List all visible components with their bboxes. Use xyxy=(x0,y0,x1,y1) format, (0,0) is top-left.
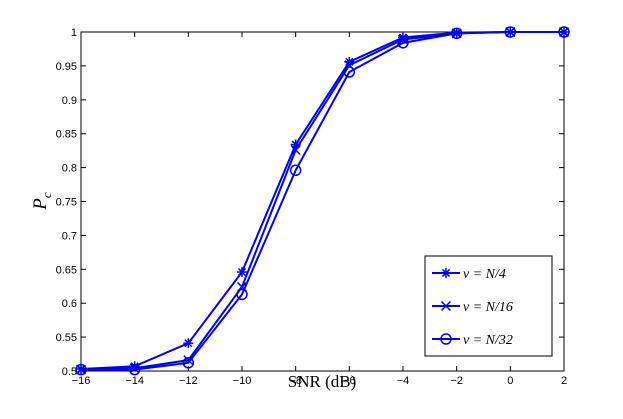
legend-marker xyxy=(440,300,452,312)
x-tick-label: −14 xyxy=(125,375,144,387)
data-point xyxy=(343,66,356,78)
y-tick-label: 0.5 xyxy=(62,366,77,378)
legend-entry: ν = N/32 xyxy=(432,333,513,348)
x-tick-label: 2 xyxy=(561,375,567,387)
y-axis-label-main: P xyxy=(30,198,51,211)
x-tick-label: −16 xyxy=(72,375,91,387)
svg-text:Pc: Pc xyxy=(30,192,54,211)
data-point xyxy=(397,37,409,49)
y-tick-label: 1 xyxy=(71,27,77,39)
data-point xyxy=(236,288,248,301)
y-tick-label: 0.6 xyxy=(62,298,77,310)
legend-marker xyxy=(441,268,451,278)
data-point xyxy=(75,363,87,376)
data-point xyxy=(504,26,517,38)
legend: ν = N/4 ν = N/16 ν = N/32 xyxy=(424,255,553,357)
x-tick-label: −10 xyxy=(233,375,252,387)
x-axis-label: SNR (dB) xyxy=(288,372,356,391)
y-axis-label-sub: c xyxy=(39,192,54,198)
series-layer xyxy=(75,26,570,376)
y-tick-label: 0.95 xyxy=(56,61,77,73)
x-tick-labels: −16 −14 −12 −10 −8 −6 −4 −2 0 2 xyxy=(72,375,567,387)
legend-label: ν = N/16 xyxy=(463,300,513,315)
y-tick-label: 0.65 xyxy=(56,264,77,276)
data-point xyxy=(128,363,141,376)
y-tick-labels: 0.5 0.55 0.6 0.65 0.7 0.75 0.8 0.85 0.9 0.95 1 xyxy=(56,27,77,378)
series-circle xyxy=(75,26,570,376)
series-line xyxy=(81,31,564,371)
x-tick-label: −6 xyxy=(343,375,356,387)
y-tick-label: 0.7 xyxy=(62,230,77,242)
data-point xyxy=(450,27,463,40)
y-tick-label: 0.55 xyxy=(56,332,77,344)
x-tick-label: 0 xyxy=(507,375,513,387)
legend-entry: ν = N/4 xyxy=(432,267,506,282)
data-point xyxy=(183,338,194,349)
data-point xyxy=(558,26,570,38)
y-tick-label: 0.8 xyxy=(62,163,77,175)
legend-entry: ν = N/16 xyxy=(432,300,513,315)
data-point xyxy=(290,144,301,156)
data-point xyxy=(289,164,302,177)
y-tick-label: 0.75 xyxy=(56,197,77,209)
legend-label: ν = N/4 xyxy=(463,267,506,282)
y-tick-label: 0.9 xyxy=(62,95,77,107)
x-tick-label: −12 xyxy=(179,375,198,387)
x-tick-label: −4 xyxy=(397,375,410,387)
legend-marker xyxy=(440,333,452,345)
x-tick-label: −8 xyxy=(289,375,302,387)
data-point xyxy=(182,357,195,369)
x-tick-label: −2 xyxy=(450,375,463,387)
data-point xyxy=(237,267,247,278)
legend-label: ν = N/32 xyxy=(463,333,513,348)
y-axis-label: Pc xyxy=(30,192,54,211)
y-tick-label: 0.85 xyxy=(56,129,77,141)
